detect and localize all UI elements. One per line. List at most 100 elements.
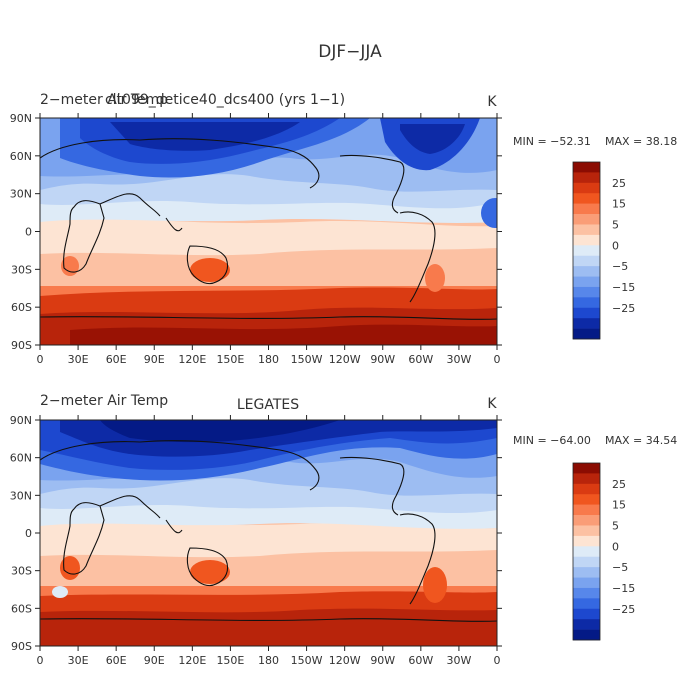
lon-tick-label: 30W xyxy=(446,654,471,667)
lon-tick-label: 60W xyxy=(408,353,433,366)
lon-tick-label: 30W xyxy=(446,353,471,366)
colorbar-label: −25 xyxy=(612,603,635,616)
colorbar-swatch xyxy=(573,515,600,526)
colorbar-label: 15 xyxy=(612,198,626,211)
colorbar-swatch xyxy=(573,172,600,184)
colorbar-swatch xyxy=(573,203,600,215)
panel-1-case-label: clt099_detice40_dcs400 (yrs 1−1) xyxy=(105,92,345,108)
colorbar-label: 25 xyxy=(612,177,626,190)
lon-tick-label: 0 xyxy=(494,654,501,667)
lon-tick-label: 90E xyxy=(144,654,165,667)
colorbar-label: 5 xyxy=(612,519,619,532)
colorbar-swatch xyxy=(573,463,600,474)
colorbar-frame xyxy=(572,462,601,641)
lon-tick-label: 0 xyxy=(37,353,44,366)
lon-tick-label: 60W xyxy=(408,654,433,667)
colorbar-swatch xyxy=(573,535,600,547)
lat-tick-label: 30N xyxy=(10,188,32,201)
colorbar-swatch xyxy=(573,483,600,495)
colorbar-label: −15 xyxy=(612,582,635,595)
lon-tick-label: 180 xyxy=(258,654,279,667)
lon-tick-label: 180 xyxy=(258,353,279,366)
colorbar-swatch xyxy=(573,587,600,599)
lon-tick-label: 90W xyxy=(370,353,395,366)
panel-2-temperature-map xyxy=(40,420,497,646)
panel-1-coastlines xyxy=(39,138,498,320)
panel-1-temperature-map xyxy=(40,118,497,345)
colorbar-swatch xyxy=(573,494,600,505)
colorbar-label: −5 xyxy=(612,260,628,273)
lon-tick-label: 0 xyxy=(37,654,44,667)
panel-2-axes: 90N 60N 30N 0 30S 60S 90S 0 30E 60E 90E 120E 150E 180… xyxy=(10,414,502,667)
colorbar-swatch xyxy=(573,307,600,319)
panel-2-max: MAX = 34.54 xyxy=(605,434,677,447)
lon-tick-label: 0 xyxy=(494,353,501,366)
lat-tick-label: 90N xyxy=(10,414,32,427)
colorbar-swatch xyxy=(573,266,600,277)
colorbar-label: 0 xyxy=(612,239,619,252)
panel-2-min: MIN = −64.00 xyxy=(513,434,591,447)
panel-2-coastlines xyxy=(39,440,498,622)
lon-tick-label: 120E xyxy=(178,654,206,667)
colorbar-swatch xyxy=(573,598,600,610)
colorbar-swatch xyxy=(573,193,600,204)
panel-1-units: K xyxy=(487,94,497,110)
colorbar-swatch xyxy=(573,297,600,309)
colorbar-label: 0 xyxy=(612,540,619,553)
colorbar-label: 15 xyxy=(612,499,626,512)
lat-tick-label: 30S xyxy=(11,565,32,578)
lat-tick-label: 60S xyxy=(11,301,32,314)
colorbar-swatch xyxy=(573,182,600,194)
lon-tick-label: 120W xyxy=(329,654,361,667)
panel-2-variable-label: 2−meter Air Temp xyxy=(40,393,168,409)
lon-tick-label: 150E xyxy=(216,353,244,366)
colorbar-label: −15 xyxy=(612,281,635,294)
lat-tick-label: 90S xyxy=(11,339,32,352)
colorbar-swatch xyxy=(573,234,600,246)
colorbar-label: 25 xyxy=(612,478,626,491)
panel-1-axes: 90N 60N 30N 0 30S 60S 90S 0 30E 60E 90E 120E 150E 180… xyxy=(10,112,502,366)
panel-1-colorbar: 25 15 5 0 −5 −15 −25 xyxy=(572,161,635,340)
lat-tick-label: 30N xyxy=(10,489,32,502)
colorbar-swatch xyxy=(573,245,600,257)
lon-tick-label: 150W xyxy=(291,654,323,667)
lon-tick-label: 30E xyxy=(68,654,89,667)
lat-tick-label: 90N xyxy=(10,112,32,125)
lat-tick-label: 90S xyxy=(11,640,32,653)
panel-2-dataset-label: LEGATES xyxy=(237,397,299,413)
panel-1-max: MAX = 38.18 xyxy=(605,135,677,148)
lon-tick-label: 150W xyxy=(291,353,323,366)
colorbar-swatch xyxy=(573,567,600,578)
colorbar-swatch xyxy=(573,224,600,236)
colorbar-swatch xyxy=(573,608,600,620)
panel-1-min: MIN = −52.31 xyxy=(513,135,591,148)
lat-tick-label: 60S xyxy=(11,602,32,615)
lat-tick-label: 0 xyxy=(25,527,32,540)
lon-tick-label: 30E xyxy=(68,353,89,366)
colorbar-swatch xyxy=(573,214,600,225)
lat-tick-label: 60N xyxy=(10,452,32,465)
colorbar-swatch xyxy=(573,619,600,630)
colorbar-label: −5 xyxy=(612,561,628,574)
colorbar-label: −25 xyxy=(612,302,635,315)
figure-title: DJF−JJA xyxy=(318,42,382,62)
colorbar-swatch xyxy=(573,276,600,288)
colorbar-swatch xyxy=(573,473,600,485)
panel-2-colorbar: 25 15 5 0 −5 −15 −25 xyxy=(572,462,635,641)
colorbar-swatch xyxy=(573,318,600,329)
lon-tick-label: 60E xyxy=(106,353,127,366)
colorbar-swatch xyxy=(573,286,600,298)
lat-tick-label: 30S xyxy=(11,263,32,276)
colorbar-swatch xyxy=(573,162,600,173)
lon-tick-label: 120E xyxy=(178,353,206,366)
colorbar-swatch xyxy=(573,255,600,267)
panel-1-variable-label: 2−meter Air Temp xyxy=(40,92,168,108)
colorbar-swatch xyxy=(573,525,600,537)
colorbar-swatch xyxy=(573,556,600,568)
panel-model: 2−meter Air Temp clt099_detice40_dcs400 … xyxy=(10,92,678,366)
colorbar-label: 5 xyxy=(612,218,619,231)
colorbar-frame xyxy=(572,161,601,340)
lon-tick-label: 90E xyxy=(144,353,165,366)
lon-tick-label: 90W xyxy=(370,654,395,667)
